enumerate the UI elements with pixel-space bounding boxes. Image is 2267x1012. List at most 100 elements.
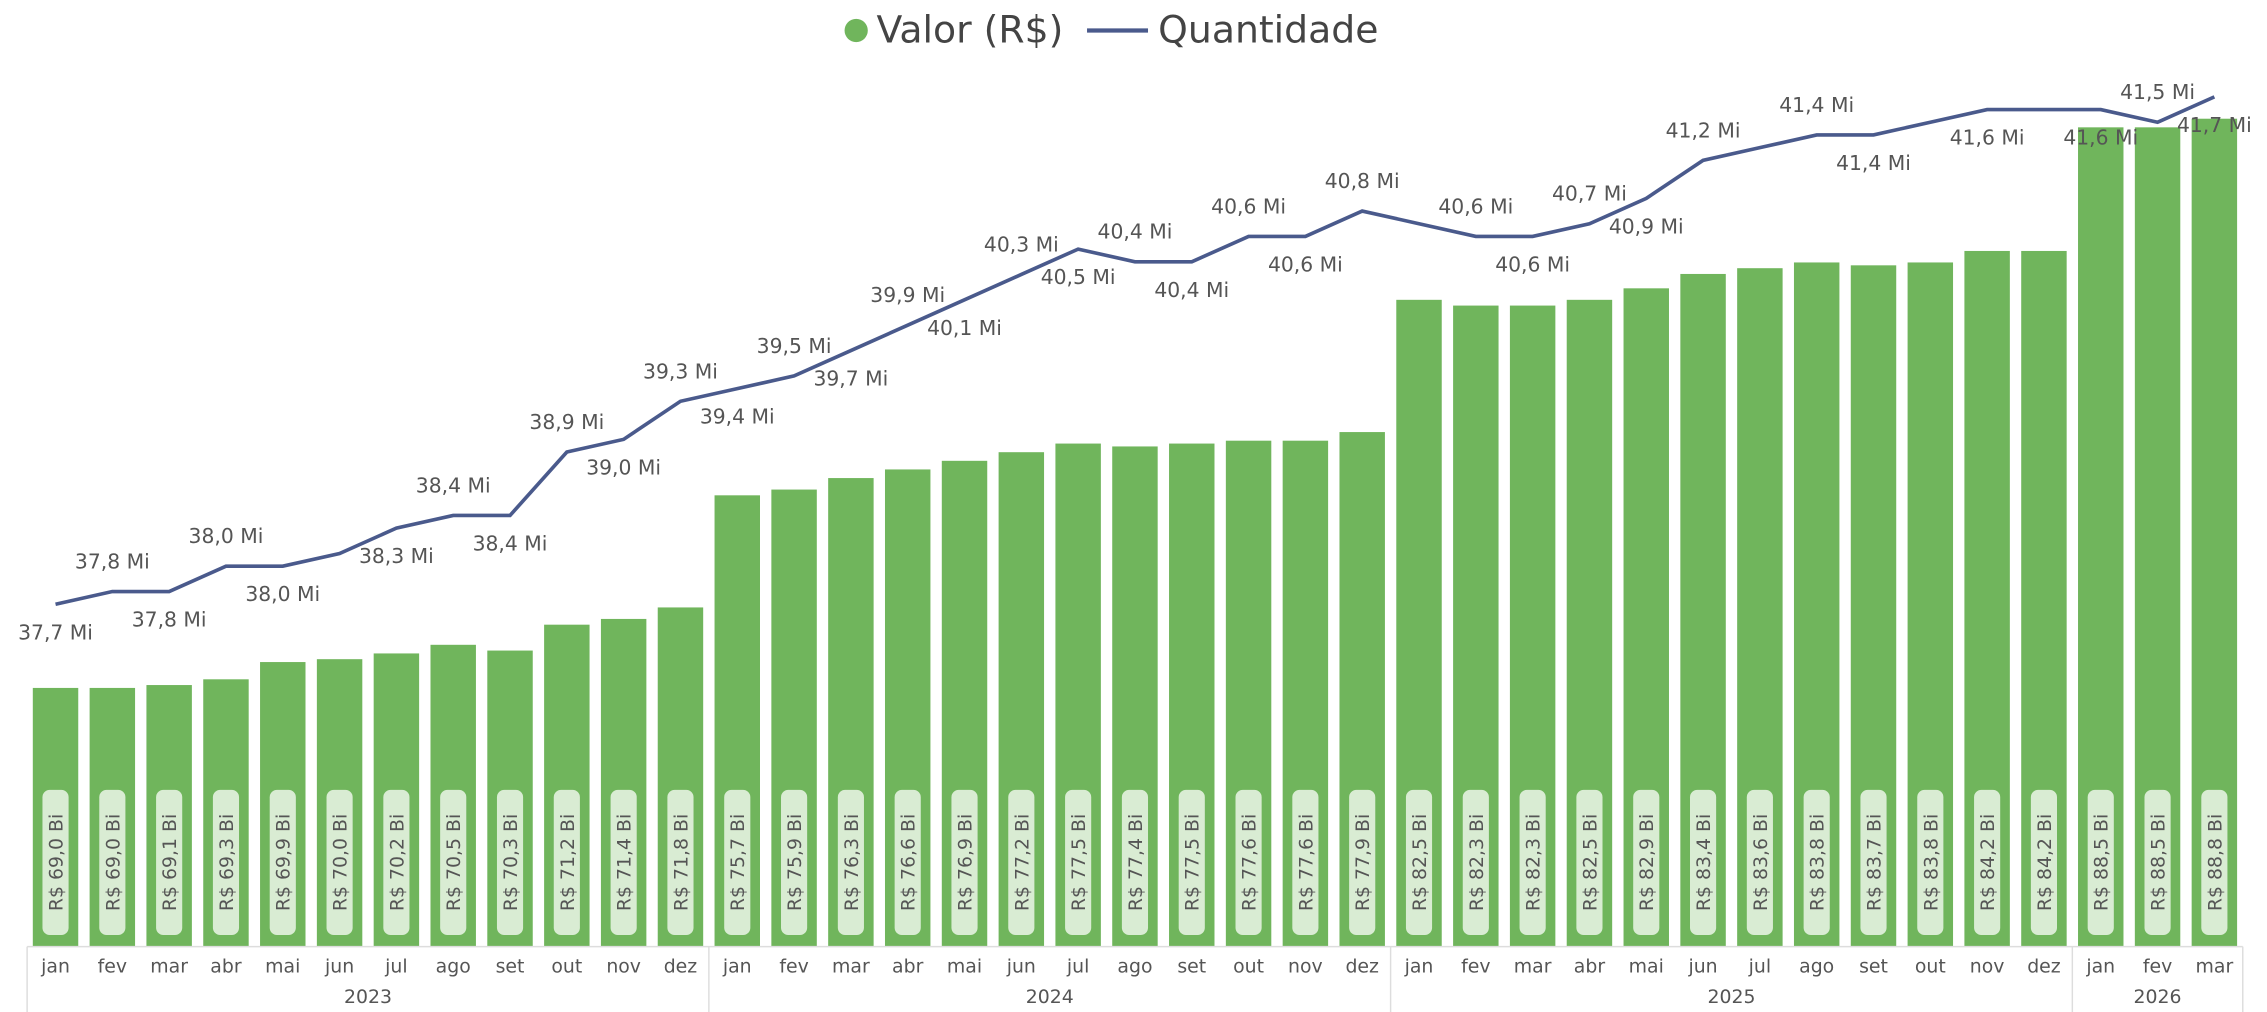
- line-label: 38,0 Mi: [245, 582, 320, 606]
- line-label: 39,7 Mi: [813, 367, 888, 391]
- x-tick-label: out: [1915, 955, 1946, 977]
- bar-label: R$ 76,3 Bi: [841, 814, 863, 911]
- bar-label-bg: [1178, 789, 1205, 936]
- line-label: 38,0 Mi: [189, 524, 264, 548]
- line-label: 38,9 Mi: [529, 410, 604, 434]
- x-tick-label: mai: [1629, 955, 1664, 977]
- line-label: 40,4 Mi: [1154, 278, 1229, 302]
- x-tick-label: out: [1233, 955, 1264, 977]
- x-tick-label: jan: [1404, 955, 1434, 977]
- bar-label: R$ 70,3 Bi: [500, 814, 522, 911]
- bar-label-bg: [99, 789, 126, 936]
- legend: Valor (R$) Quantidade: [844, 7, 1378, 51]
- x-tick-label: jul: [1066, 955, 1089, 977]
- bar-label: R$ 77,6 Bi: [1295, 814, 1317, 911]
- bar-label: R$ 88,5 Bi: [2148, 814, 2170, 911]
- x-tick-label: abr: [1574, 955, 1606, 977]
- x-tick-label: fev: [1461, 955, 1490, 977]
- bar-label-bg: [1746, 789, 1773, 936]
- bar-label-bg: [610, 789, 637, 936]
- line-label: 39,3 Mi: [643, 359, 718, 383]
- line-label: 41,5 Mi: [2120, 80, 2195, 104]
- line-label: 37,8 Mi: [132, 608, 207, 632]
- bar-label: R$ 77,5 Bi: [1182, 814, 1204, 911]
- line-label: 40,7 Mi: [1552, 182, 1627, 206]
- bar-label-bg: [894, 789, 921, 936]
- bar-label-bg: [1405, 789, 1433, 936]
- x-tick-label: nov: [1288, 955, 1323, 977]
- bar-label-bg: [837, 789, 864, 936]
- line-label: 41,2 Mi: [1666, 118, 1741, 142]
- bar-label-bg: [1349, 789, 1376, 936]
- x-tick-label: mar: [1514, 955, 1552, 977]
- bar-label: R$ 75,9 Bi: [784, 814, 806, 911]
- bar-label: R$ 76,9 Bi: [954, 814, 976, 911]
- bar-label: R$ 69,3 Bi: [216, 814, 238, 911]
- bar-label-bg: [383, 789, 410, 936]
- bar-label-bg: [1519, 789, 1546, 936]
- line-label: 41,6 Mi: [2063, 126, 2138, 150]
- bar-label: R$ 77,5 Bi: [1068, 814, 1090, 911]
- x-tick-label: jul: [384, 955, 407, 977]
- x-tick-label: jan: [2085, 955, 2115, 977]
- x-tick-label: jul: [1748, 955, 1771, 977]
- bar-label-bg: [269, 789, 296, 936]
- line: [55, 95, 2216, 606]
- line-label: 40,6 Mi: [1211, 194, 1286, 218]
- bar-label-bg: [212, 789, 240, 936]
- bar-label-bg: [1462, 789, 1489, 936]
- x-tick-label: jan: [722, 955, 752, 977]
- bar-label-bg: [2144, 789, 2171, 936]
- bar-label: R$ 83,6 Bi: [1750, 814, 1772, 911]
- bar-label-bg: [1974, 789, 2001, 936]
- bar-label: R$ 77,9 Bi: [1352, 814, 1374, 911]
- bar-label: R$ 69,0 Bi: [45, 814, 67, 911]
- bar-label-bg: [2201, 789, 2228, 936]
- x-tick-label: nov: [1970, 955, 2005, 977]
- group-label: 2025: [1707, 986, 1755, 1008]
- x-tick-label: set: [496, 955, 525, 977]
- line-label: 39,4 Mi: [700, 405, 775, 429]
- bar-label-bg: [440, 789, 467, 936]
- bar-label-bg: [2030, 789, 2058, 936]
- x-tick-label: mai: [947, 955, 982, 977]
- x-tick-label: nov: [606, 955, 641, 977]
- x-tick-label: set: [1177, 955, 1206, 977]
- x-tick-label: set: [1859, 955, 1888, 977]
- legend-label: Quantidade: [1158, 7, 1378, 51]
- x-tick-label: jan: [40, 955, 70, 977]
- line-label: 40,6 Mi: [1268, 252, 1343, 276]
- line-label: 40,4 Mi: [1098, 220, 1173, 244]
- line-label: 41,4 Mi: [1836, 151, 1911, 175]
- x-tick-label: jun: [1006, 955, 1036, 977]
- x-tick-label: mar: [150, 955, 188, 977]
- bar-label-bg: [724, 789, 751, 936]
- x-tick-label: out: [551, 955, 582, 977]
- bar-label: R$ 77,6 Bi: [1239, 814, 1261, 911]
- x-tick-label: fev: [98, 955, 127, 977]
- x-tick-label: fev: [779, 955, 808, 977]
- line-label: 39,9 Mi: [870, 283, 945, 307]
- bar-label: R$ 83,8 Bi: [1920, 814, 1942, 911]
- bar-label-bg: [667, 789, 694, 936]
- line-label: 39,0 Mi: [586, 455, 661, 479]
- group-label: 2023: [344, 986, 392, 1008]
- bar-label-bg: [951, 789, 978, 936]
- x-tick-label: mai: [265, 955, 300, 977]
- bar-label: R$ 70,5 Bi: [443, 814, 465, 911]
- bar-label: R$ 84,2 Bi: [2034, 814, 2056, 911]
- x-tick-label: jun: [1687, 955, 1717, 977]
- x-tick-label: dez: [664, 955, 698, 977]
- line-label: 40,6 Mi: [1438, 194, 1513, 218]
- x-tick-label: mar: [2196, 955, 2234, 977]
- line-label: 37,8 Mi: [75, 549, 150, 573]
- x-tick-label: ago: [1117, 955, 1152, 977]
- x-tick-label: abr: [892, 955, 924, 977]
- bar-label-bg: [1860, 789, 1887, 936]
- bar-label-bg: [1803, 789, 1830, 936]
- bar-label: R$ 88,5 Bi: [2091, 814, 2113, 911]
- line-label: 38,4 Mi: [416, 473, 491, 497]
- bar-label: R$ 82,5 Bi: [1409, 814, 1431, 911]
- x-tick-label: ago: [1799, 955, 1834, 977]
- x-tick-label: ago: [436, 955, 471, 977]
